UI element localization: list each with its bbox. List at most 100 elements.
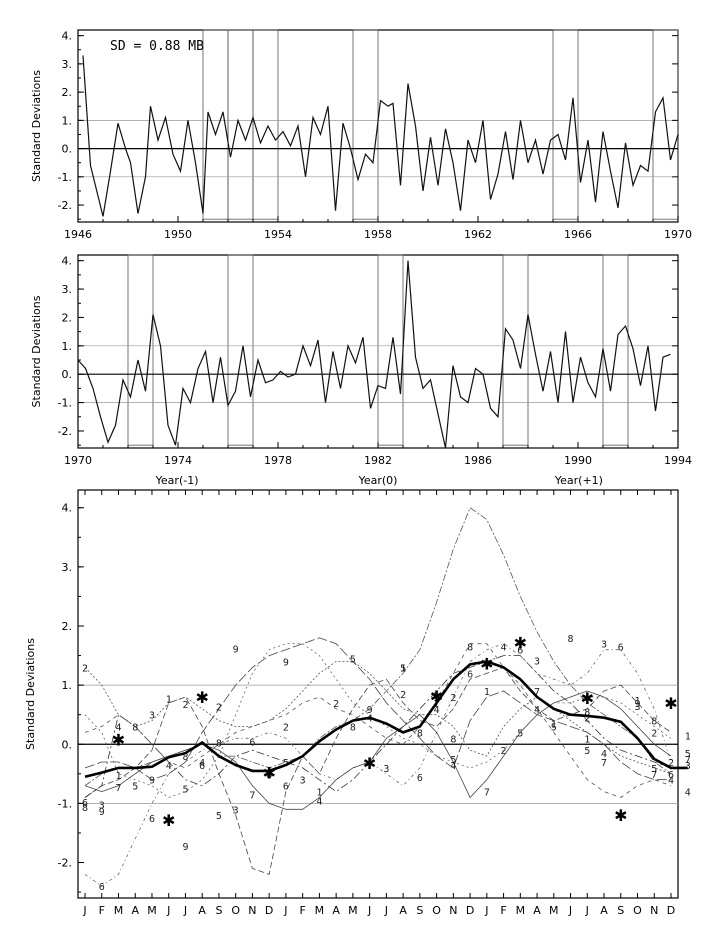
- event-label-6: 6: [618, 643, 624, 654]
- month-label: J: [367, 904, 371, 917]
- y-tick-label: 4.: [62, 255, 73, 268]
- event-label-4: 4: [668, 776, 674, 787]
- event-label-5: 5: [132, 782, 138, 793]
- x-tick-label: 1986: [464, 454, 492, 467]
- asterisk-marker: ✱: [430, 687, 443, 706]
- event-label-3: 3: [99, 801, 105, 812]
- month-label: J: [585, 904, 589, 917]
- x-tick-label: 1974: [164, 454, 192, 467]
- month-label: J: [484, 904, 488, 917]
- x-tick-label: 1958: [364, 228, 392, 241]
- month-label: M: [315, 904, 325, 917]
- event-series-5: [84, 637, 671, 781]
- event-box-4: [552, 29, 579, 220]
- event-series-4: [84, 643, 672, 798]
- sd-annotation: SD = 0.88 MB: [110, 39, 204, 54]
- month-label: M: [114, 904, 124, 917]
- event-label-1: 1: [115, 771, 121, 782]
- x-tick-label: 1970: [64, 454, 92, 467]
- month-label: M: [348, 904, 358, 917]
- event-label-5: 5: [517, 728, 523, 739]
- event-label-8: 8: [82, 803, 88, 814]
- event-label-1: 1: [484, 687, 490, 698]
- y-tick-label: 1.: [62, 340, 73, 353]
- y-tick-label: 4.: [62, 30, 73, 43]
- event-label-6: 6: [249, 737, 255, 748]
- event-label-1: 1: [584, 734, 590, 745]
- event-label-1: 1: [634, 696, 640, 707]
- month-label: F: [299, 904, 305, 917]
- event-label-2: 2: [450, 693, 456, 704]
- asterisk-marker: ✱: [363, 754, 376, 773]
- event-box-1: [227, 254, 254, 446]
- asterisk-marker: ✱: [112, 731, 125, 750]
- month-label: A: [533, 904, 541, 917]
- month-label: D: [466, 904, 474, 917]
- event-label-2: 2: [584, 714, 590, 725]
- event-label-9: 9: [367, 705, 373, 716]
- event-label-2: 2: [400, 690, 406, 701]
- series-line: [77, 260, 671, 449]
- y-tick-label: 3.: [62, 283, 73, 296]
- event-label-4: 4: [316, 796, 322, 807]
- event-label-8: 8: [266, 770, 272, 781]
- event-box-5: [652, 29, 679, 220]
- event-label-4: 4: [115, 723, 121, 734]
- month-label: D: [667, 904, 675, 917]
- event-label-8: 8: [417, 728, 423, 739]
- event-box-0: [127, 254, 154, 446]
- event-label-5: 5: [350, 655, 356, 666]
- event-label-9: 9: [149, 776, 155, 787]
- event-label-4: 4: [367, 714, 373, 725]
- y-tick-label: -1.: [58, 397, 72, 410]
- event-label-9: 9: [182, 842, 188, 853]
- event-label-7: 7: [685, 755, 691, 766]
- y-tick-label: -2.: [58, 857, 72, 870]
- event-label-7: 7: [115, 783, 121, 794]
- event-label-2: 2: [501, 746, 507, 757]
- month-label: A: [399, 904, 407, 917]
- event-label-9: 9: [283, 657, 289, 668]
- month-label: S: [617, 904, 624, 917]
- y-tick-label: 2.: [62, 620, 73, 633]
- event-label-8: 8: [182, 752, 188, 763]
- event-label-3: 3: [300, 776, 306, 787]
- panel-composite: 4.3.2.1.0.-1.-2.J F M A M J J A S O N D J F M A M J J A S O N D…: [24, 474, 691, 917]
- event-label-6: 6: [99, 882, 105, 893]
- event-label-8: 8: [132, 723, 138, 734]
- year-label: Year(+1): [554, 474, 603, 487]
- event-label-1: 1: [551, 720, 557, 731]
- event-label-7: 7: [484, 788, 490, 799]
- event-label-1: 1: [166, 695, 172, 706]
- y-tick-label: 2.: [62, 86, 73, 99]
- event-label-9: 9: [233, 644, 239, 655]
- event-label-4: 4: [434, 705, 440, 716]
- month-label: J: [283, 904, 287, 917]
- event-label-4: 4: [534, 705, 540, 716]
- month-label: N: [248, 904, 256, 917]
- x-tick-label: 1966: [564, 228, 592, 241]
- event-label-5: 5: [400, 663, 406, 674]
- month-label: M: [516, 904, 526, 917]
- month-label: O: [633, 904, 642, 917]
- event-label-8: 8: [651, 717, 657, 728]
- month-label: S: [215, 904, 222, 917]
- event-label-7: 7: [651, 770, 657, 781]
- event-label-8: 8: [350, 723, 356, 734]
- asterisk-marker: ✱: [664, 694, 677, 713]
- x-tick-label: 1990: [564, 454, 592, 467]
- event-label-5: 5: [216, 811, 222, 822]
- month-label: M: [147, 904, 157, 917]
- series-line: [82, 55, 679, 217]
- year-label: Year(-1): [155, 474, 199, 487]
- event-label-4: 4: [450, 761, 456, 772]
- event-series-7: [84, 690, 672, 810]
- y-axis-label: Standard Deviations: [30, 70, 43, 182]
- x-tick-label: 1994: [664, 454, 692, 467]
- panel-1946-1970: 4. 3. 2. 1. 0. -1. -2. 1946 1950 1954 1958 1962 1966…: [30, 29, 692, 241]
- x-tick-label: 1962: [464, 228, 492, 241]
- event-box-3: [502, 254, 529, 446]
- month-label: O: [231, 904, 240, 917]
- event-box-2: [377, 254, 404, 446]
- month-label: F: [99, 904, 105, 917]
